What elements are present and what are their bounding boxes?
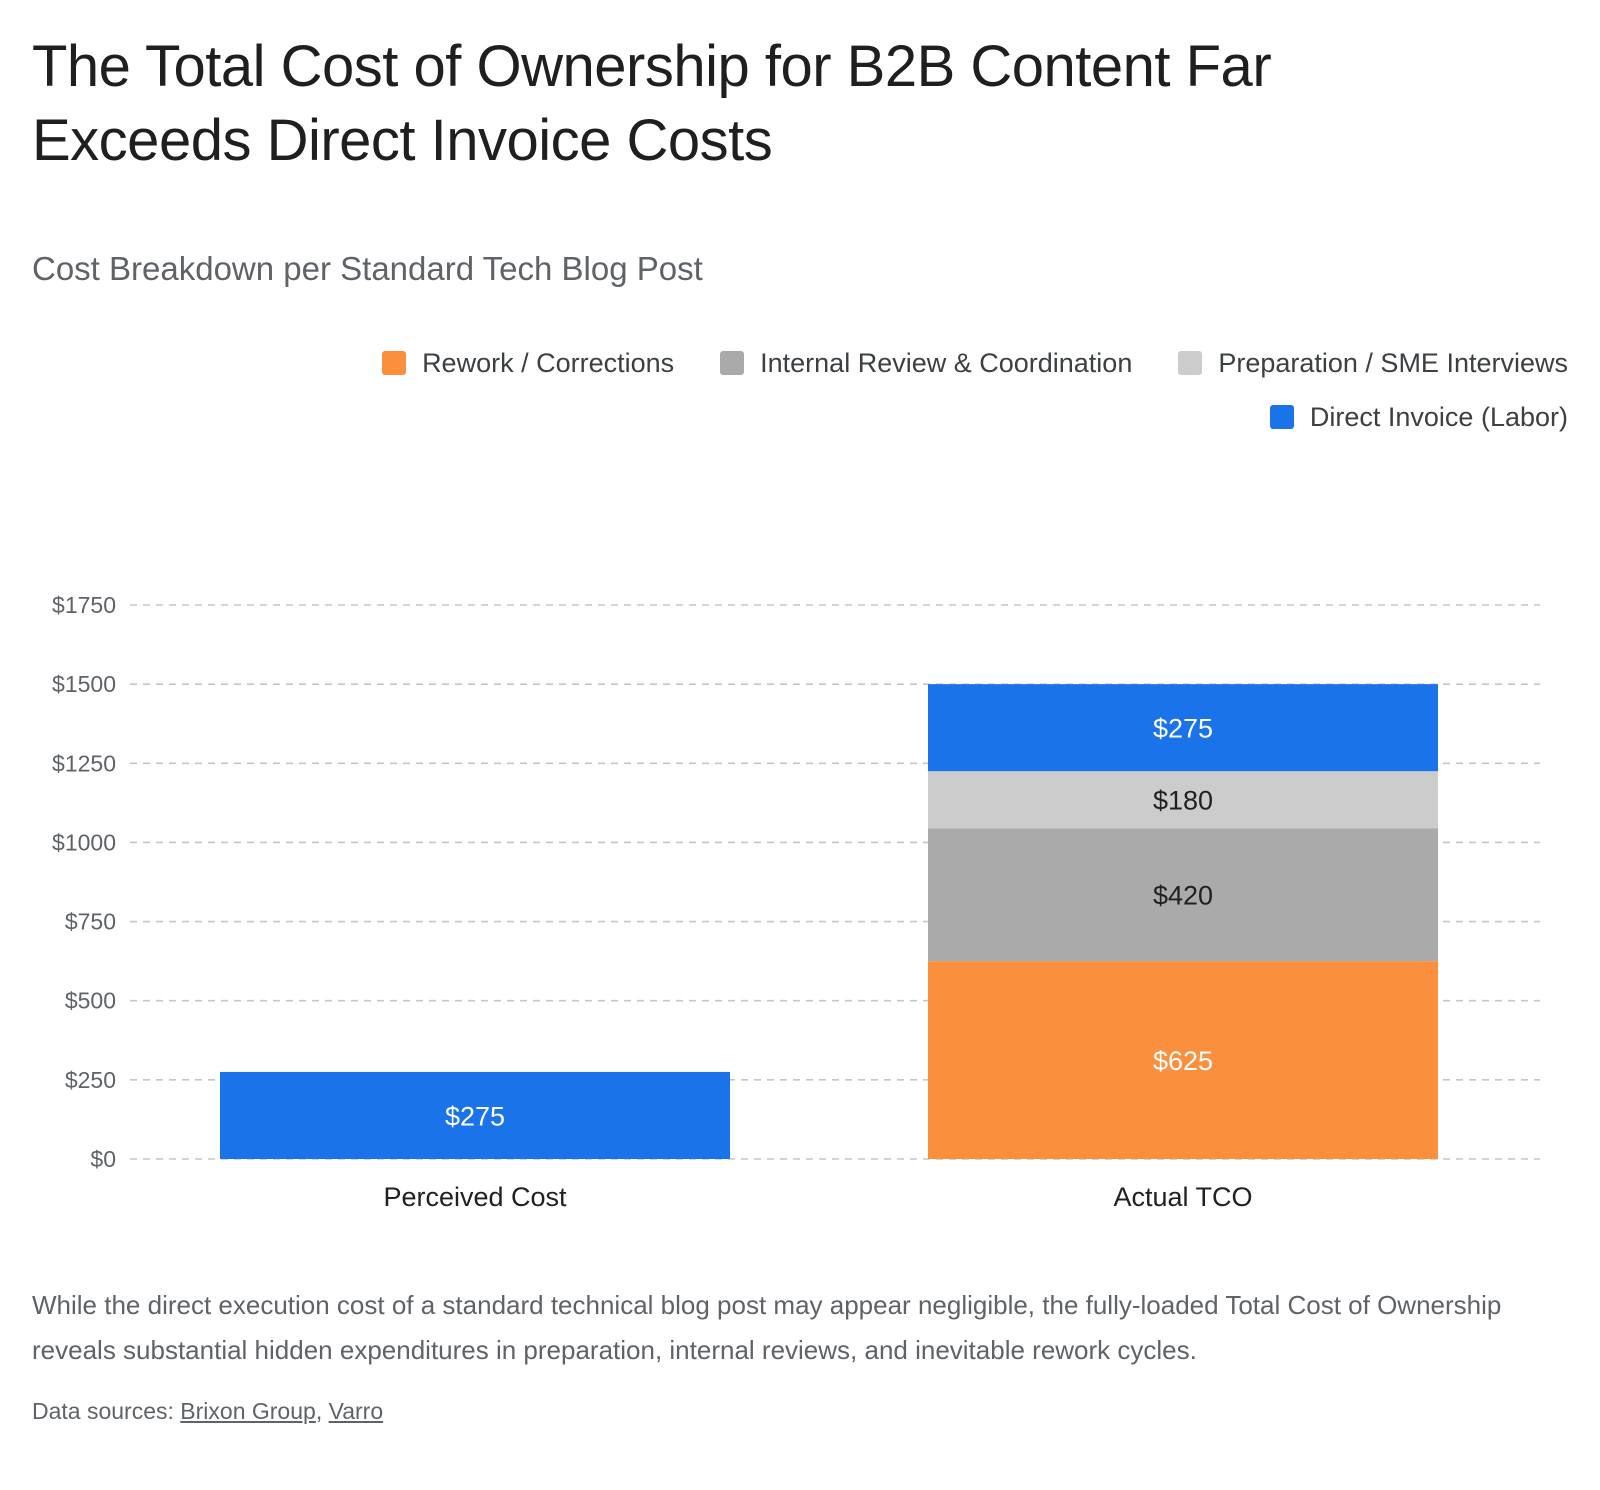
- legend-item-preparation[interactable]: Preparation / SME Interviews: [1178, 345, 1568, 381]
- bar-segment[interactable]: [928, 828, 1438, 962]
- chart-subtitle: Cost Breakdown per Standard Tech Blog Po…: [32, 250, 703, 287]
- data-sources: Data sources: Brixon Group, Varro: [32, 1398, 383, 1425]
- x-tick-label: Actual TCO: [1113, 1182, 1252, 1212]
- y-tick-label: $1750: [52, 592, 116, 618]
- y-tick-label: $1250: [52, 750, 116, 776]
- y-tick-label: $250: [65, 1067, 116, 1093]
- bar-segment[interactable]: [928, 684, 1438, 772]
- legend-label-rework: Rework / Corrections: [422, 347, 675, 378]
- chart-footnote: While the direct execution cost of a sta…: [32, 1290, 1502, 1365]
- y-axis-ticks: $0 $250 $500 $750 $1000 $1250 $1500 $1750: [52, 592, 116, 1172]
- bar-segment[interactable]: [220, 1071, 730, 1159]
- x-axis-ticks: Perceived Cost Actual TCO: [383, 1182, 1252, 1212]
- bar-value-label: $275: [1153, 714, 1213, 744]
- y-tick-label: $750: [65, 909, 116, 935]
- bars: [220, 684, 1438, 1159]
- bar-segment[interactable]: [928, 771, 1438, 829]
- legend-label-direct-invoice: Direct Invoice (Labor): [1309, 401, 1568, 432]
- chart-title: The Total Cost of Ownership for B2B Cont…: [32, 34, 1272, 173]
- data-sources-prefix: Data sources:: [32, 1398, 181, 1424]
- y-tick-label: $500: [65, 988, 116, 1014]
- y-tick-label: $0: [90, 1146, 116, 1172]
- stacked-bar-chart: $0$250$500$750$1000$1250$1500$1750 $275$…: [52, 592, 1540, 1212]
- bar-segment[interactable]: [928, 961, 1438, 1159]
- legend-swatch-preparation: [1178, 351, 1203, 375]
- legend-item-rework[interactable]: Rework / Corrections: [382, 345, 674, 381]
- y-tick-label: $1500: [52, 671, 116, 697]
- legend-item-internal-review[interactable]: Internal Review & Coordination: [720, 345, 1132, 381]
- bar-value-label: $275: [445, 1101, 505, 1131]
- source-link-varro[interactable]: Varro: [328, 1398, 384, 1424]
- legend-label-internal-review: Internal Review & Coordination: [760, 347, 1133, 378]
- legend-swatch-internal-review: [720, 351, 745, 375]
- bar-value-label: $420: [1153, 881, 1213, 911]
- legend-label-preparation: Preparation / SME Interviews: [1218, 347, 1568, 378]
- legend-swatch-direct-invoice: [1269, 405, 1294, 429]
- bar-value-label: $625: [1153, 1046, 1213, 1076]
- y-tick-label: $1000: [52, 829, 116, 855]
- bar-value-labels: $275 $625 $420 $180 $275: [445, 714, 1213, 1132]
- legend-item-direct-invoice[interactable]: Direct Invoice (Labor): [1269, 399, 1568, 435]
- x-tick-label: Perceived Cost: [383, 1182, 567, 1212]
- data-sources-separator: ,: [315, 1398, 329, 1424]
- bar-value-label: $180: [1153, 786, 1213, 816]
- legend-swatch-rework: [382, 351, 407, 375]
- source-link-brixon-group[interactable]: Brixon Group: [180, 1398, 316, 1424]
- chart-legend: Rework / Corrections Internal Review & C…: [268, 345, 1568, 435]
